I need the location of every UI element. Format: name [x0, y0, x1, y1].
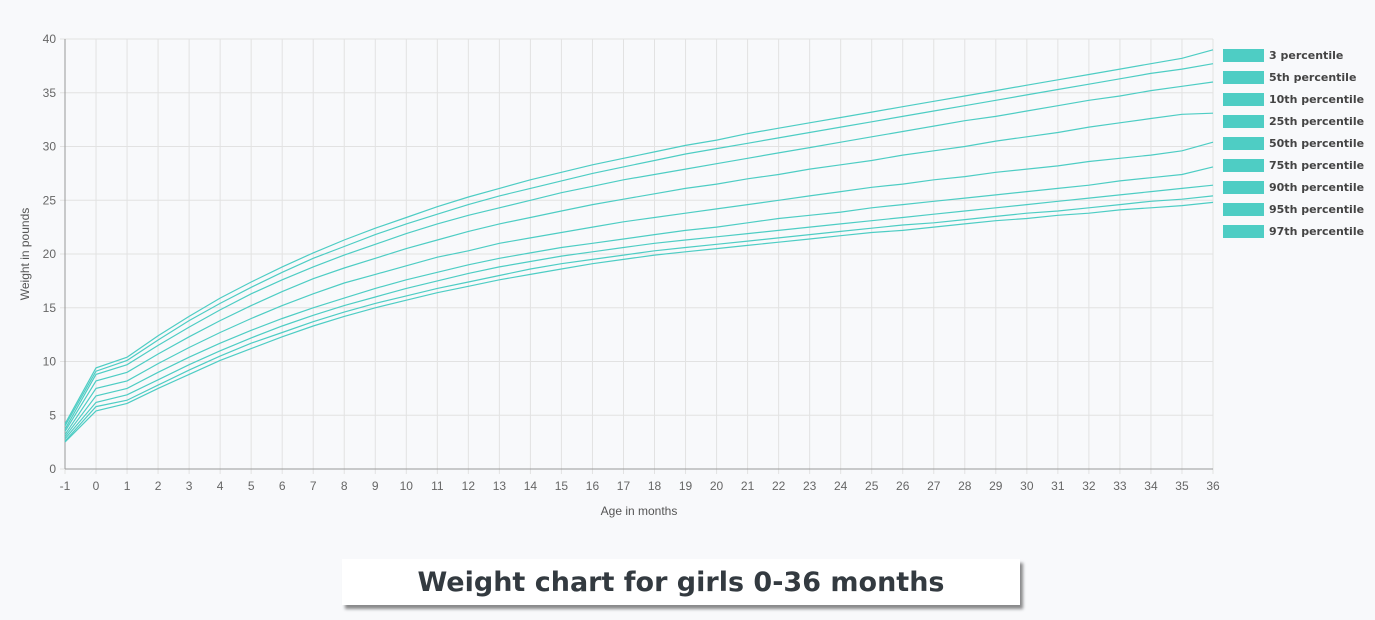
x-tick-label: 8 [341, 479, 348, 493]
series-line-3 [64, 81, 1214, 430]
series-line-8 [64, 195, 1214, 442]
x-tick-label: 11 [431, 479, 444, 493]
legend-label: 95th percentile [1269, 203, 1364, 216]
series-lines [64, 49, 1214, 443]
legend-swatch [1223, 137, 1264, 150]
x-tick-label: 5 [248, 479, 255, 493]
grid [60, 38, 1214, 474]
x-tick-label: 26 [896, 479, 910, 493]
y-tick-label: 35 [43, 86, 57, 100]
x-tick-label: 12 [462, 479, 476, 493]
x-tick-label: 21 [741, 479, 755, 493]
chart-canvas: -1 0 1 2 3 4 5 6 7 8 9 10 11 12 13 14 15 16 17 18 19 20 21 22 23… [18, 32, 1364, 518]
x-tick-label: 18 [648, 479, 662, 493]
x-tick-label: 34 [1144, 479, 1158, 493]
series-line-9 [64, 201, 1214, 443]
x-tick-label: 36 [1206, 479, 1220, 493]
series-line-1 [64, 49, 1214, 425]
weight-chart: -1 0 1 2 3 4 5 6 7 8 9 10 11 12 13 14 15 16 17 18 19 20 21 22 23… [18, 32, 1364, 518]
x-tick-label: -1 [60, 479, 71, 493]
legend-label: 10th percentile [1269, 93, 1364, 106]
legend-label: 3 percentile [1269, 49, 1343, 62]
x-tick-label: 19 [679, 479, 693, 493]
chart-caption: Weight chart for girls 0-36 months [417, 566, 945, 598]
x-tick-label: 13 [493, 479, 507, 493]
x-tick-label: 22 [772, 479, 786, 493]
x-tick-label: 30 [1020, 479, 1034, 493]
legend-label: 5th percentile [1269, 71, 1356, 84]
series-line-5 [64, 141, 1214, 435]
x-tick-label: 27 [927, 479, 941, 493]
legend: 3 percentile 5th percentile 10th percentil… [1223, 49, 1364, 238]
x-tick-label: 29 [989, 479, 1003, 493]
series-line-7 [64, 184, 1214, 440]
chart-caption-box: Weight chart for girls 0-36 months [342, 559, 1020, 605]
x-tick-label: 2 [155, 479, 162, 493]
x-tick-label: 20 [710, 479, 724, 493]
legend-label: 50th percentile [1269, 137, 1364, 150]
x-tick-label: 35 [1175, 479, 1189, 493]
x-tick-label: 6 [279, 479, 286, 493]
legend-swatch [1223, 49, 1264, 62]
legend-label: 25th percentile [1269, 115, 1364, 128]
legend-label: 97th percentile [1269, 225, 1364, 238]
legend-swatch [1223, 115, 1264, 128]
x-tick-label: 16 [586, 479, 600, 493]
x-axis-title: Age in months [601, 504, 678, 518]
y-tick-label: 25 [43, 193, 57, 207]
x-tick-label: 28 [958, 479, 972, 493]
x-tick-label: 1 [124, 479, 131, 493]
x-tick-label: 33 [1113, 479, 1127, 493]
x-tick-label: 23 [803, 479, 817, 493]
legend-swatch [1223, 93, 1264, 106]
x-tick-label: 31 [1051, 479, 1065, 493]
axes: -1 0 1 2 3 4 5 6 7 8 9 10 11 12 13 14 15 16 17 18 19 20 21 22 23… [43, 32, 1220, 493]
series-line-2 [64, 63, 1214, 427]
x-tick-label: 25 [865, 479, 879, 493]
y-tick-label: 5 [49, 408, 56, 422]
series-line-4 [64, 112, 1214, 432]
y-tick-label: 0 [49, 462, 56, 476]
legend-label: 75th percentile [1269, 159, 1364, 172]
y-tick-label: 30 [43, 140, 57, 154]
x-tick-label: 32 [1082, 479, 1096, 493]
x-tick-label: 24 [834, 479, 848, 493]
legend-label: 90th percentile [1269, 181, 1364, 194]
y-tick-label: 20 [43, 247, 57, 261]
series-line-6 [64, 166, 1214, 438]
y-tick-label: 15 [43, 301, 57, 315]
x-tick-label: 3 [186, 479, 193, 493]
legend-swatch [1223, 181, 1264, 194]
y-tick-label: 40 [43, 32, 57, 46]
y-tick-label: 10 [43, 355, 57, 369]
x-tick-label: 9 [372, 479, 379, 493]
x-tick-label: 15 [555, 479, 569, 493]
legend-swatch [1223, 203, 1264, 216]
x-tick-label: 0 [93, 479, 100, 493]
x-tick-label: 7 [310, 479, 317, 493]
legend-swatch [1223, 225, 1264, 238]
legend-swatch [1223, 159, 1264, 172]
legend-swatch [1223, 71, 1264, 84]
x-tick-label: 14 [524, 479, 538, 493]
x-tick-label: 10 [400, 479, 414, 493]
x-tick-label: 4 [217, 479, 224, 493]
y-axis-title: Weight in pounds [18, 208, 32, 301]
x-tick-label: 17 [617, 479, 631, 493]
